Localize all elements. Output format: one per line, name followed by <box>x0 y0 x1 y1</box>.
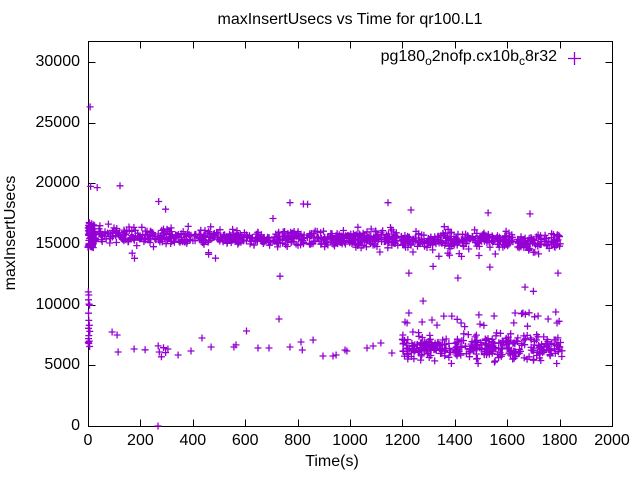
x-tick-label: 1000 <box>332 432 368 449</box>
legend-label-part: 8r32 <box>524 48 557 65</box>
x-tick-label: 800 <box>284 432 311 449</box>
y-tick-label: 30000 <box>35 53 81 70</box>
legend-series-label: pg180o2nofp.cx10bc8r32 <box>381 48 557 68</box>
x-tick-label: 600 <box>231 432 259 449</box>
y-tick-label: 5000 <box>44 356 80 374</box>
legend-label-subscript: c <box>518 54 525 69</box>
x-tick-label: 1200 <box>384 432 421 449</box>
y-tick-label: 25000 <box>35 113 81 131</box>
x-tick-label: 1600 <box>489 432 525 449</box>
data-points <box>84 103 566 430</box>
x-tick-label: 1800 <box>541 432 578 449</box>
x-tick-label: 2000 <box>594 432 630 449</box>
y-tick-label: 0 <box>71 417 80 434</box>
y-tick-label: 10000 <box>35 295 81 313</box>
x-tick-label: 400 <box>179 432 207 449</box>
legend-label-subscript: o <box>425 54 432 69</box>
x-axis-title: Time(s) <box>305 453 359 470</box>
y-tick-label: 20000 <box>35 174 81 192</box>
plus-marker-icon <box>568 51 581 65</box>
x-tick-label: 0 <box>83 432 93 449</box>
legend-label-part: 2nofp.cx10b <box>431 48 519 65</box>
legend: pg180o2nofp.cx10bc8r32 <box>381 48 582 68</box>
chart-title: maxInsertUsecs vs Time for qr100.L1 <box>217 11 483 28</box>
x-tick-label: 200 <box>127 432 154 449</box>
legend-label-part: pg180 <box>380 48 426 65</box>
y-tick-label: 15000 <box>35 235 81 252</box>
x-tick-label: 1400 <box>437 432 473 449</box>
